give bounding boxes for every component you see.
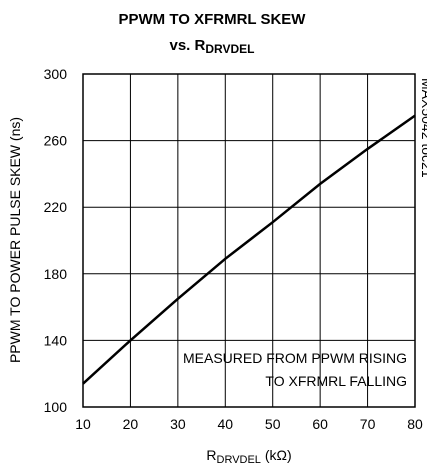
- x-tick-label: 10: [75, 416, 91, 432]
- x-tick-label: 60: [312, 416, 328, 432]
- y-tick-label: 140: [44, 332, 68, 348]
- plot-frame: [82, 73, 416, 408]
- y-axis-label: PPWM TO POWER PULSE SKEW (ns): [7, 117, 23, 363]
- x-tick-label: 70: [360, 416, 376, 432]
- y-tick-label: 100: [44, 399, 68, 415]
- x-tick-label: 80: [407, 416, 423, 432]
- annotation: TO XFRMRL FALLING: [265, 373, 407, 389]
- data-line: [82, 114, 416, 385]
- x-tick-label: 30: [170, 416, 186, 432]
- x-label-text: R: [206, 447, 216, 463]
- x-tick-label: 40: [217, 416, 233, 432]
- x-label-subscript: DRVDEL: [217, 454, 261, 466]
- y-tick-label: 180: [44, 266, 68, 282]
- x-tick-label: 20: [123, 416, 139, 432]
- x-tick-label: 50: [265, 416, 281, 432]
- chart-subtitle: vs. RDRVDEL: [170, 37, 255, 56]
- y-tick-label: 300: [44, 66, 68, 82]
- y-tick-label: 220: [44, 199, 68, 215]
- subtitle-text: vs. R: [170, 37, 206, 54]
- subtitle-subscript: DRVDEL: [205, 42, 254, 56]
- annotation: MEASURED FROM PPWM RISING: [183, 350, 407, 366]
- y-tick-label: 260: [44, 133, 68, 149]
- x-label-suffix: (kΩ): [261, 447, 292, 463]
- side-note: MAX5042 toc21: [419, 78, 427, 178]
- x-axis-label: RDRVDEL (kΩ): [206, 447, 291, 466]
- chart-title: PPWM TO XFRMRL SKEW: [119, 11, 307, 28]
